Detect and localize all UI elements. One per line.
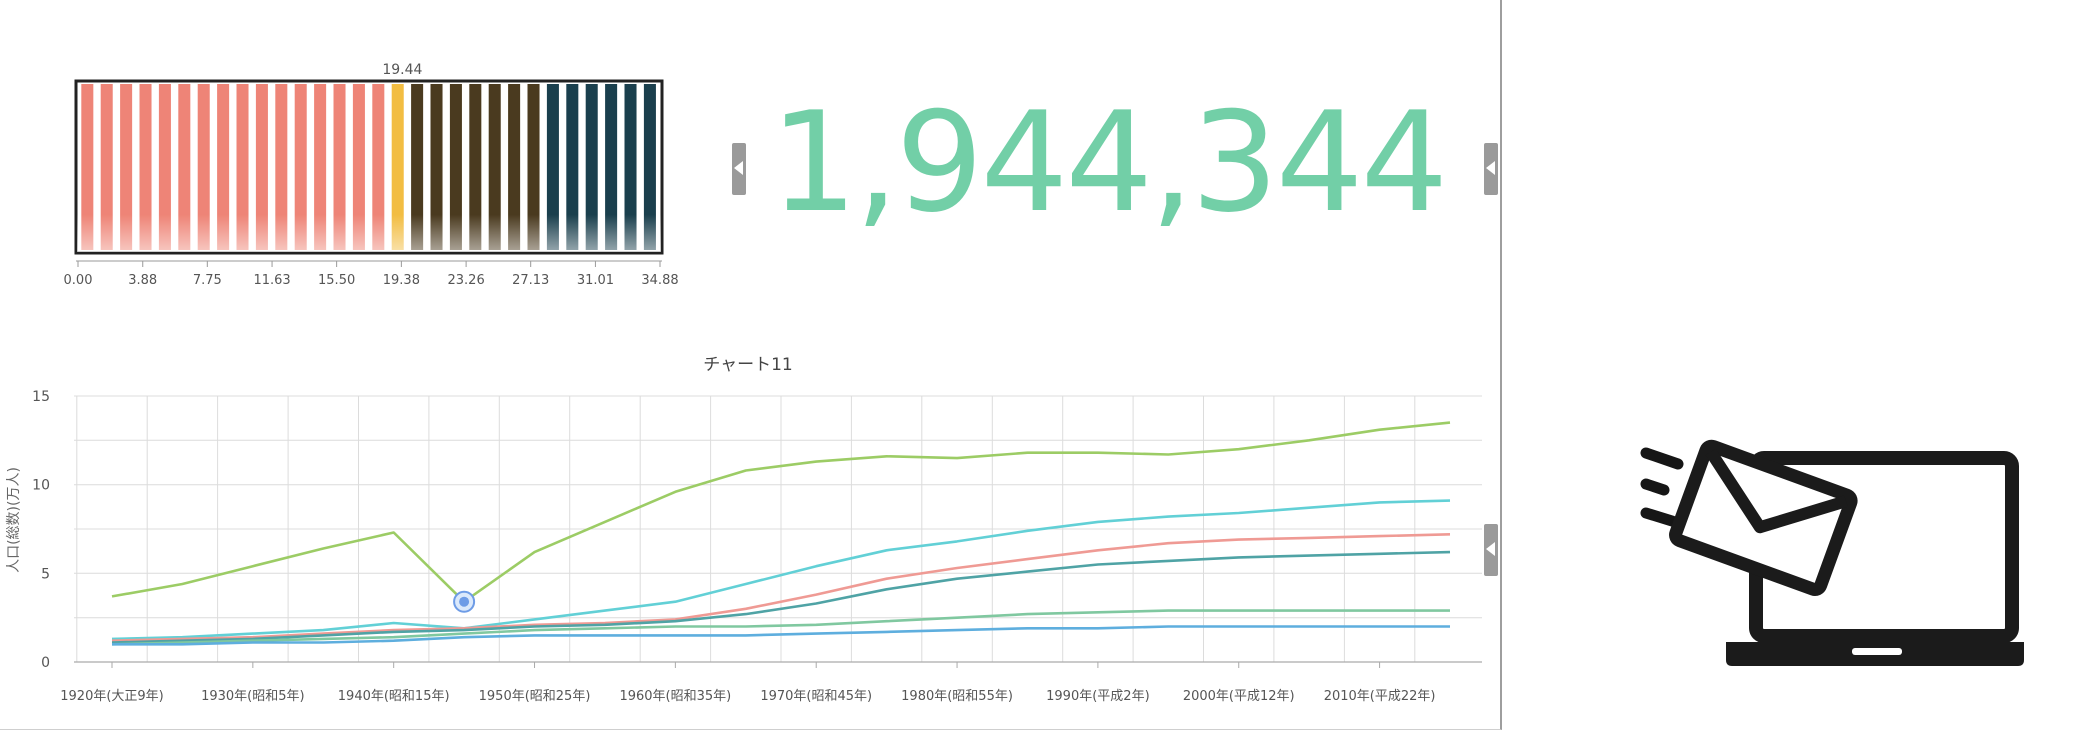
chart-series bbox=[111, 421, 1451, 646]
series-line bbox=[111, 533, 1451, 642]
speed-lines-icon bbox=[1640, 447, 1684, 527]
x-tick-label: 2000年(平成12年) bbox=[1183, 689, 1295, 704]
kpi-value: 1,944,344 bbox=[770, 82, 1448, 243]
x-tick-label: 1950年(昭和25年) bbox=[479, 689, 591, 704]
gauge-tick-labels: 0.00 3.88 7.75 11.63 15.50 19.38 23.26 27.13 31.… bbox=[64, 261, 679, 288]
gauge-chart: 19.44 0.00 3.88 7.75 11.63 15.50 19.38 23.26 27… bbox=[64, 62, 679, 288]
series-line bbox=[111, 421, 1451, 604]
gauge-tick-label: 0.00 bbox=[64, 273, 93, 288]
gauge-tick-label: 3.88 bbox=[128, 273, 157, 288]
y-tick-label: 15 bbox=[32, 389, 50, 405]
series-line bbox=[111, 609, 1450, 646]
line-chart: チャート11 人口(総数)(万人) 0 5 10 15 1920年(大正9年) 1930… bbox=[6, 355, 1482, 704]
collapse-handle-right[interactable] bbox=[1484, 143, 1498, 195]
x-tick-label: 1930年(昭和5年) bbox=[201, 689, 305, 704]
gauge-frame bbox=[74, 79, 664, 255]
gauge-fade bbox=[77, 82, 661, 252]
gauge-tick-label: 31.01 bbox=[577, 273, 614, 288]
illustration bbox=[790, 269, 2024, 666]
gauge-tick-label: 23.26 bbox=[448, 273, 485, 288]
y-axis-label: 人口(総数)(万人) bbox=[6, 467, 22, 573]
x-tick-label: 1990年(平成2年) bbox=[1046, 689, 1150, 704]
x-tick-label: 1960年(昭和35年) bbox=[619, 689, 731, 704]
highlight-marker-dot bbox=[459, 596, 470, 607]
x-tick-label: 1940年(昭和15年) bbox=[338, 689, 450, 704]
series-line bbox=[111, 499, 1451, 641]
gauge-tick-label: 34.88 bbox=[641, 273, 678, 288]
collapse-handle-left[interactable] bbox=[732, 143, 746, 195]
gauge-tick-label: 27.13 bbox=[512, 273, 549, 288]
x-tick-label: 1970年(昭和45年) bbox=[760, 689, 872, 704]
series-line bbox=[111, 550, 1451, 644]
y-tick-label: 5 bbox=[41, 566, 50, 582]
dashboard-panel: 19.44 0.00 3.88 7.75 11.63 15.50 19.38 23.26 27… bbox=[0, 0, 1502, 730]
gauge-tick-label: 11.63 bbox=[253, 273, 290, 288]
highlight-point[interactable] bbox=[453, 590, 476, 613]
y-tick-labels: 0 5 10 15 bbox=[32, 389, 50, 671]
x-tick-label: 1980年(昭和55年) bbox=[901, 689, 1013, 704]
gauge-tick-label: 15.50 bbox=[318, 273, 355, 288]
x-tick-label: 2010年(平成22年) bbox=[1324, 689, 1436, 704]
gauge-tick-label: 19.38 bbox=[383, 273, 420, 288]
y-tick-label: 10 bbox=[32, 478, 50, 494]
chart-gridlines bbox=[74, 395, 1482, 663]
gauge-marker-label: 19.44 bbox=[382, 62, 422, 78]
illustration-area bbox=[790, 0, 2076, 729]
envelope-icon bbox=[1669, 439, 1858, 597]
y-tick-label: 0 bbox=[41, 655, 50, 671]
series-line bbox=[112, 625, 1450, 646]
x-tick-label: 1920年(大正9年) bbox=[60, 689, 164, 704]
gauge-tick-label: 7.75 bbox=[193, 273, 222, 288]
chart-title: チャート11 bbox=[703, 355, 792, 375]
collapse-handle-chart[interactable] bbox=[1484, 524, 1498, 576]
x-tick-labels: 1920年(大正9年) 1930年(昭和5年) 1940年(昭和15年) 1950年(… bbox=[60, 662, 1435, 704]
